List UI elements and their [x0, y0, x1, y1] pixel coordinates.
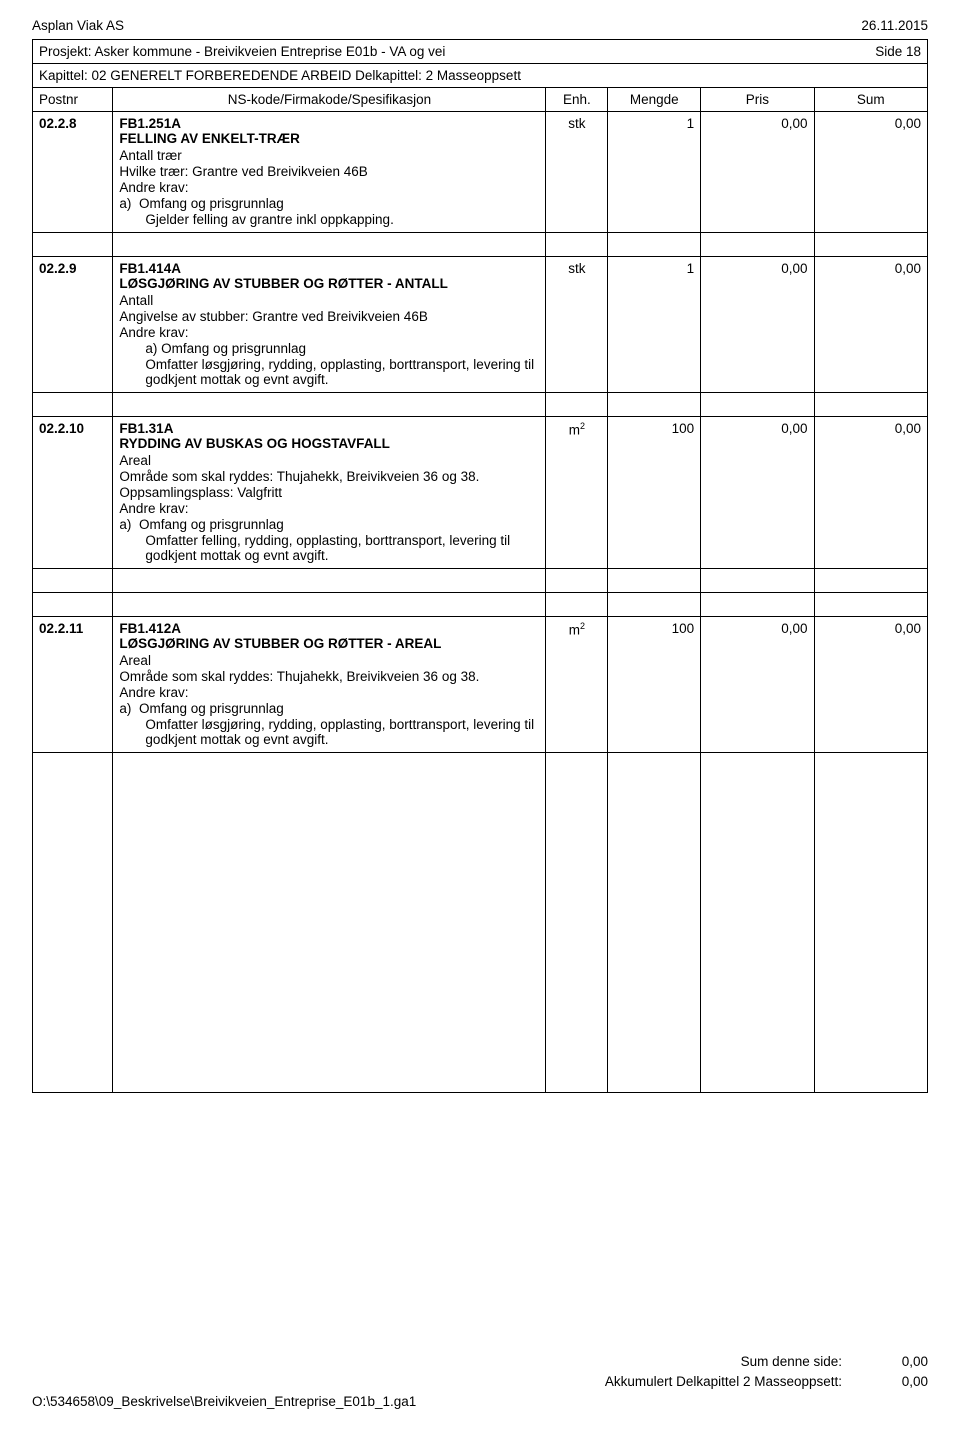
- sub-a: a) Omfang og prisgrunnlag: [119, 196, 539, 211]
- table-header-row: Postnr NS-kode/Firmakode/Spesifikasjon E…: [33, 88, 928, 112]
- sum-side-label: Sum denne side:: [741, 1352, 842, 1372]
- andre-krav: Andre krav:: [119, 180, 539, 195]
- spacer-row: [33, 569, 928, 593]
- pris-cell: 0,00: [701, 617, 814, 753]
- postnr-cell: 02.2.10: [33, 417, 113, 569]
- table-row: 02.2.11 FB1.412A LØSGJØRING AV STUBBER O…: [33, 617, 928, 753]
- spec-cell: FB1.414A LØSGJØRING AV STUBBER OG RØTTER…: [113, 257, 546, 393]
- page-footer: Sum denne side: 0,00 Akkumulert Delkapit…: [32, 1352, 928, 1410]
- spec-cell: FB1.412A LØSGJØRING AV STUBBER OG RØTTER…: [113, 617, 546, 753]
- spacer-row: [33, 593, 928, 617]
- spec-title: RYDDING AV BUSKAS OG HOGSTAVFALL: [119, 436, 539, 451]
- spec-line: Område som skal ryddes: Thujahekk, Breiv…: [119, 469, 539, 484]
- mengde-cell: 100: [608, 617, 701, 753]
- andre-krav: Andre krav:: [119, 685, 539, 700]
- code-label: FB1.412A: [119, 621, 539, 636]
- col-sum: Sum: [814, 88, 927, 112]
- pris-cell: 0,00: [701, 112, 814, 233]
- table-row: 02.2.8 FB1.251A FELLING AV ENKELT-TRÆR A…: [33, 112, 928, 233]
- document-date: 26.11.2015: [861, 18, 928, 33]
- table-row: 02.2.10 FB1.31A RYDDING AV BUSKAS OG HOG…: [33, 417, 928, 569]
- code-label: FB1.414A: [119, 261, 539, 276]
- spec-line: Område som skal ryddes: Thujahekk, Breiv…: [119, 669, 539, 684]
- spec-line: Hvilke trær: Grantre ved Breivikveien 46…: [119, 164, 539, 179]
- mengde-cell: 100: [608, 417, 701, 569]
- postnr-cell: 02.2.11: [33, 617, 113, 753]
- andre-krav: Andre krav:: [119, 325, 539, 340]
- spec-line: Antall trær: [119, 148, 539, 163]
- mengde-cell: 1: [608, 112, 701, 233]
- col-postnr: Postnr: [33, 88, 113, 112]
- chapter-label: Kapittel: 02 GENERELT FORBEREDENDE ARBEI…: [39, 68, 521, 83]
- postnr-cell: 02.2.8: [33, 112, 113, 233]
- spacer-row: [33, 393, 928, 417]
- page-side: Side 18: [875, 44, 921, 59]
- code-label: FB1.31A: [119, 421, 539, 436]
- col-enh: Enh.: [546, 88, 608, 112]
- sum-cell: 0,00: [814, 257, 927, 393]
- pris-cell: 0,00: [701, 417, 814, 569]
- project-label: Prosjekt: Asker kommune - Breivikveien E…: [39, 44, 445, 59]
- filler-row: [33, 753, 928, 1093]
- sub-a: a) Omfang og prisgrunnlag: [119, 341, 539, 356]
- file-path: O:\534658\09_Beskrivelse\Breivikveien_En…: [32, 1394, 928, 1409]
- spacer-row: [33, 233, 928, 257]
- spec-line: Areal: [119, 453, 539, 468]
- table-row: 02.2.9 FB1.414A LØSGJØRING AV STUBBER OG…: [33, 257, 928, 393]
- enh-cell: m2: [546, 617, 608, 753]
- code-label: FB1.251A: [119, 116, 539, 131]
- spec-title: LØSGJØRING AV STUBBER OG RØTTER - ANTALL: [119, 276, 539, 291]
- spec-line: Antall: [119, 293, 539, 308]
- sub-a-text: Omfatter løsgjøring, rydding, opplasting…: [119, 717, 539, 747]
- col-spec: NS-kode/Firmakode/Spesifikasjon: [113, 88, 546, 112]
- sum-cell: 0,00: [814, 112, 927, 233]
- sub-a: a) Omfang og prisgrunnlag: [119, 701, 539, 716]
- sub-a-text: Omfatter løsgjøring, rydding, opplasting…: [119, 357, 539, 387]
- enh-cell: m2: [546, 417, 608, 569]
- sub-a-text: Gjelder felling av grantre inkl oppkappi…: [119, 212, 539, 227]
- pris-cell: 0,00: [701, 257, 814, 393]
- akk-label: Akkumulert Delkapittel 2 Masseoppsett:: [605, 1372, 842, 1392]
- col-mengde: Mengde: [608, 88, 701, 112]
- sum-side-value: 0,00: [878, 1352, 928, 1372]
- spec-title: LØSGJØRING AV STUBBER OG RØTTER - AREAL: [119, 636, 539, 651]
- spec-line: Areal: [119, 653, 539, 668]
- col-pris: Pris: [701, 88, 814, 112]
- spec-title: FELLING AV ENKELT-TRÆR: [119, 131, 539, 146]
- spec-cell: FB1.251A FELLING AV ENKELT-TRÆR Antall t…: [113, 112, 546, 233]
- enh-cell: stk: [546, 112, 608, 233]
- sub-a-text: Omfatter felling, rydding, opplasting, b…: [119, 533, 539, 563]
- spec-line: Angivelse av stubber: Grantre ved Breivi…: [119, 309, 539, 324]
- andre-krav: Andre krav:: [119, 501, 539, 516]
- spec-cell: FB1.31A RYDDING AV BUSKAS OG HOGSTAVFALL…: [113, 417, 546, 569]
- sum-cell: 0,00: [814, 617, 927, 753]
- sum-cell: 0,00: [814, 417, 927, 569]
- postnr-cell: 02.2.9: [33, 257, 113, 393]
- akk-value: 0,00: [878, 1372, 928, 1392]
- sub-a: a) Omfang og prisgrunnlag: [119, 517, 539, 532]
- company-name: Asplan Viak AS: [32, 18, 124, 33]
- mengde-cell: 1: [608, 257, 701, 393]
- spec-line: Oppsamlingsplass: Valgfritt: [119, 485, 539, 500]
- spec-table: Postnr NS-kode/Firmakode/Spesifikasjon E…: [32, 87, 928, 1093]
- enh-cell: stk: [546, 257, 608, 393]
